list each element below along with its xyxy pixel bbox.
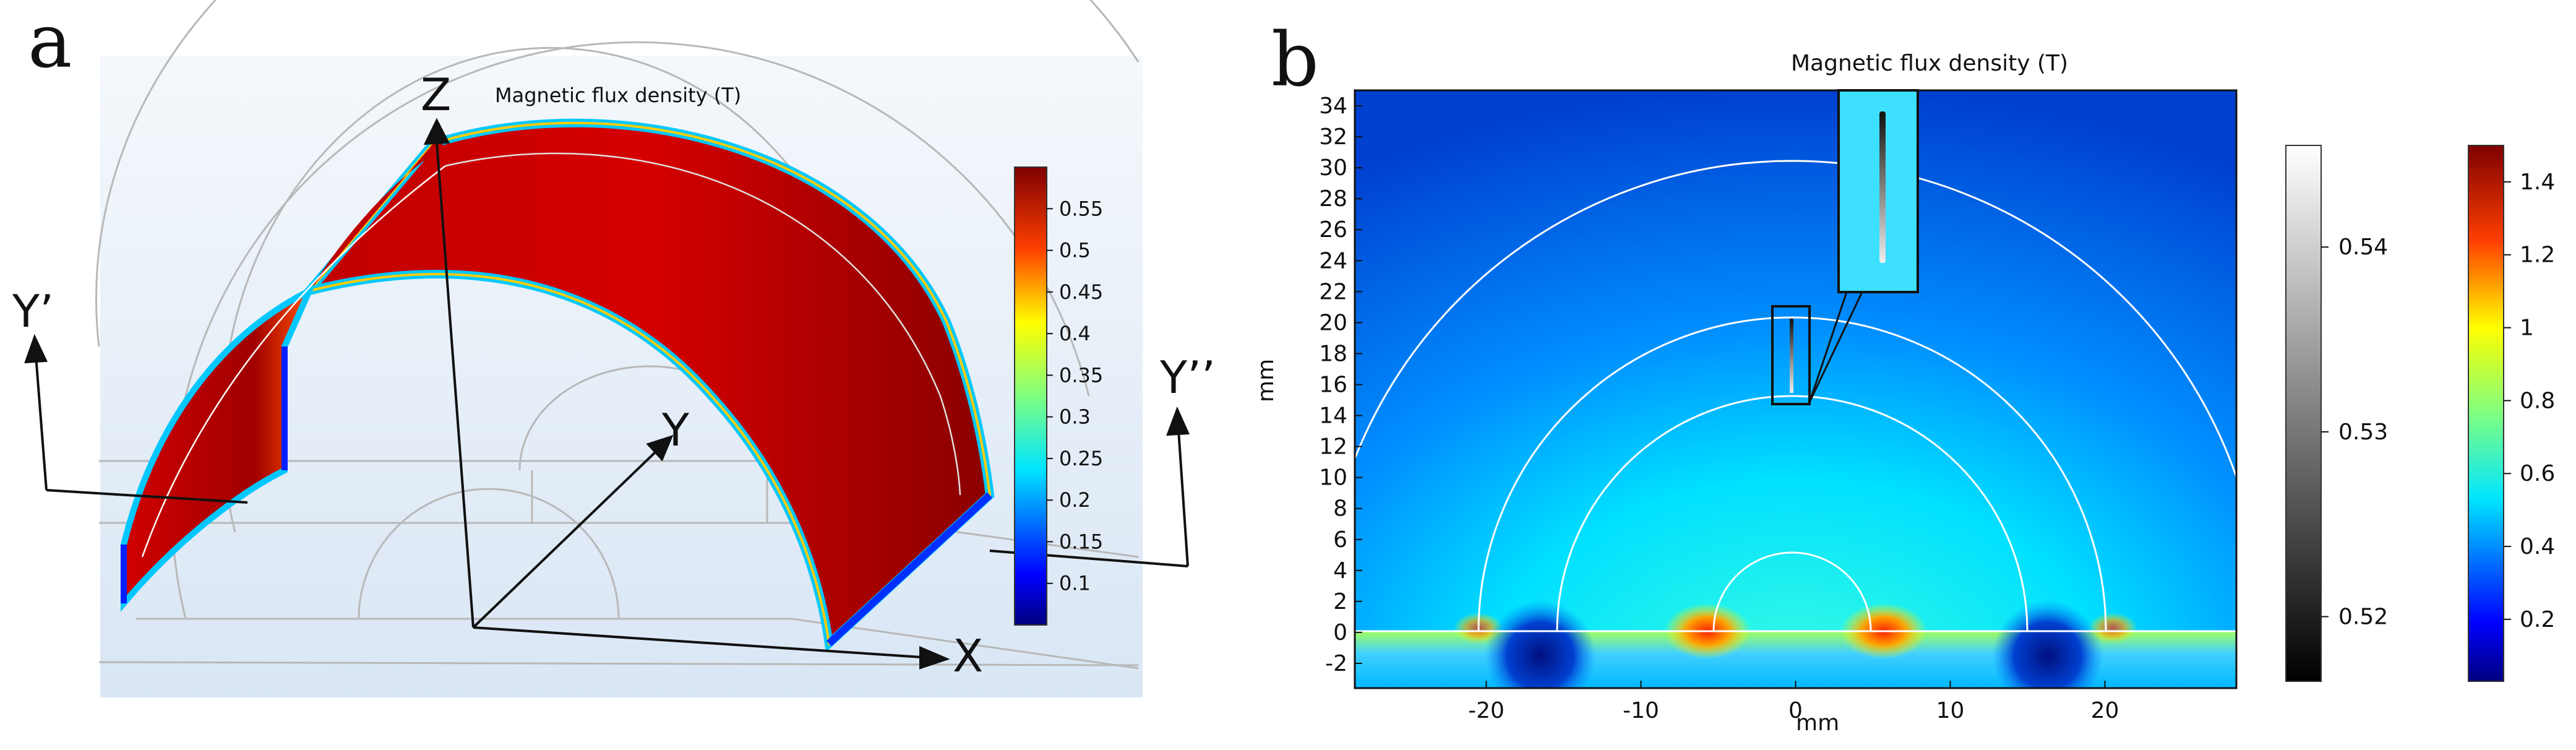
colorbar-gray-tick-label: 0.52 [2338,604,2388,629]
colorbar-a-tick-label: 0.15 [1059,530,1103,553]
y-tick-label: 32 [1319,124,1347,150]
colorbar-a-tick-label: 0.2 [1059,488,1091,512]
colorbar-gray-tick-label: 0.54 [2338,235,2388,260]
y-tick-label: 0 [1333,620,1347,645]
x-axis [473,626,922,658]
y-tick-label: 6 [1333,527,1347,553]
zoom-inset [1771,89,1919,405]
panel-b-letter: b [1271,17,1319,103]
panel-a-colorbar-gradient [1014,166,1047,626]
x-tick-label: -10 [1623,698,1659,723]
y-tick-label: 18 [1319,341,1347,366]
x-tick-label: 0 [1788,698,1803,723]
panel-a-title: Magnetic flux density (T) [495,84,741,107]
colorbar-jet-tick-label: 1.4 [2520,170,2555,195]
inset-magnified [1837,89,1919,293]
y-tick-label: 16 [1319,372,1347,397]
x-arrowhead [919,645,950,670]
y-tick-label: 8 [1333,496,1347,522]
x-tick-label: -20 [1468,698,1505,723]
y-tick-label: 30 [1319,155,1347,181]
colorbar-jet: 1.4 1.2 1 0.8 0.6 0.4 0.2 [2468,145,2555,682]
y-tick-label: 34 [1319,93,1347,119]
field-map [1355,90,2236,688]
colorbar-gray-gradient [2285,145,2322,682]
y-tick-label: -2 [1325,651,1347,676]
x-axis-label: X [953,630,983,682]
y-tick-label: 24 [1319,248,1347,274]
colorbar-jet-tick-label: 1.2 [2520,243,2555,268]
colorbar-a-tick-label: 0.5 [1059,239,1091,262]
panel-b: b Magnetic flux density (T) [1253,17,2555,736]
y-tick-label: 20 [1319,310,1347,335]
y-arrowhead [646,434,674,462]
panel-a-colorbar: 0.55 0.5 0.45 0.4 0.35 0.3 0.25 0.2 0.15 0.1 [1014,166,1103,626]
x-axis-title: mm [1796,710,1839,736]
y-axis-label: Y [661,404,690,456]
y-tick-label: 22 [1319,279,1347,304]
colorbar-a-tick-label: 0.1 [1059,572,1091,595]
y-tick-label: 14 [1319,403,1347,429]
y-tick-label: 10 [1319,465,1347,491]
colorbar-a-tick-label: 0.55 [1059,197,1103,220]
panel-a-letter: a [28,0,72,85]
inset-needle [1879,111,1886,263]
y-axis-title: mm [1253,359,1279,402]
colorbar-a-tick-label: 0.4 [1059,322,1091,345]
colorbar-jet-tick-label: 0.6 [2520,461,2555,486]
y-axis [472,450,657,629]
z-axis-label: Z [421,69,451,121]
colorbar-a-tick-label: 0.3 [1059,405,1091,429]
y-tick-label: 2 [1333,589,1347,614]
panel-b-title: Magnetic flux density (T) [1791,51,2068,76]
colorbar-jet-tick-label: 0.2 [2520,607,2555,632]
y-prime-label: Y’ [12,285,54,337]
panel-a: a [12,0,1216,697]
y-tick-label: 26 [1319,217,1347,243]
colorbar-a-tick-label: 0.35 [1059,363,1103,387]
colorbar-jet-tick-label: 0.8 [2520,388,2555,413]
colorbar-jet-tick-label: 1 [2520,316,2534,341]
magnet-arc [121,118,995,653]
zoom-box [1771,305,1811,405]
colorbar-gray-tick-label: 0.53 [2338,420,2388,445]
colorbar-a-tick-label: 0.45 [1059,280,1103,304]
x-tick-label: 20 [2091,698,2119,723]
colorbar-jet-gradient [2468,145,2504,682]
zoom-box-needle [1790,319,1793,393]
colorbar-jet-tick-label: 0.4 [2520,534,2555,559]
colorbar-gray: 0.54 0.53 0.52 [2285,145,2388,682]
panel-b-axes: -20 -10 0 10 2034323028262422201816141210864… [1319,93,2119,723]
y-tick-label: 4 [1333,558,1347,584]
z-arrowhead [423,118,450,145]
y-double-prime-label: Y’’ [1159,351,1216,403]
colorbar-a-tick-label: 0.25 [1059,447,1103,470]
axes-3d [24,118,1190,670]
z-axis [436,142,474,628]
y-tick-label: 12 [1319,434,1347,460]
x-tick-label: 10 [1936,698,1965,723]
y-tick-label: 28 [1319,186,1347,212]
